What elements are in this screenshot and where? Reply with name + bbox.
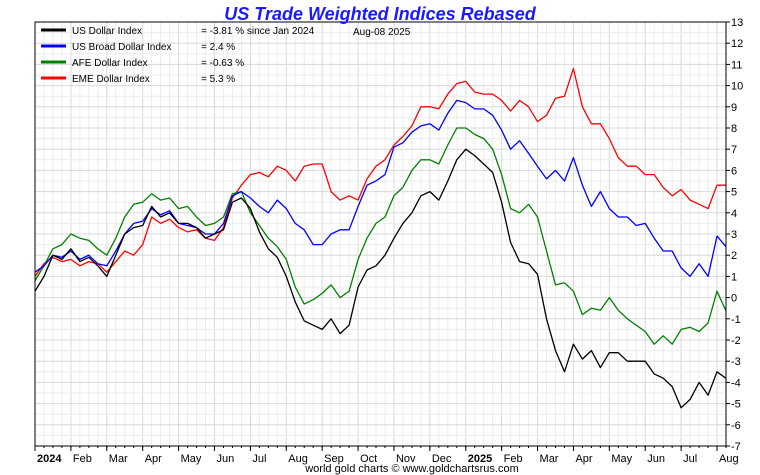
y-tick-label: 7 [731, 144, 737, 156]
y-tick-label: -2 [731, 335, 741, 347]
x-tick-label: May [181, 453, 202, 465]
y-tick-label: -7 [731, 441, 741, 453]
footer-credit: world gold charts © www.goldchartsrus.co… [304, 463, 519, 475]
y-tick-label: 4 [731, 208, 737, 220]
series-line [34, 67, 726, 277]
x-tick-label: Mar [540, 453, 559, 465]
x-tick-label: Jun [216, 453, 234, 465]
legend-value: = -3.81 % since Jan 2024 [201, 26, 315, 37]
x-tick-label: Oct [360, 453, 377, 465]
chart-title: US Trade Weighted Indices Rebased [224, 4, 536, 24]
x-tick-label: Dec [432, 453, 452, 465]
y-tick-label: 10 [731, 81, 743, 93]
x-tick-label: 2025 [468, 453, 492, 465]
y-tick-label: -4 [731, 377, 741, 389]
legend-value: = -0.63 % [201, 58, 244, 69]
x-tick-label: Sep [324, 453, 344, 465]
x-tick-label: Aug [288, 453, 308, 465]
legend-label: AFE Dollar Index [72, 58, 148, 69]
y-tick-label: 13 [731, 17, 743, 29]
y-tick-label: 12 [731, 38, 743, 50]
x-tick-label: 2024 [37, 453, 62, 465]
y-tick-label: -3 [731, 356, 741, 368]
x-tick-label: May [611, 453, 632, 465]
y-tick-label: 9 [731, 102, 737, 114]
y-tick-label: 1 [731, 271, 737, 283]
x-tick-label: Apr [145, 453, 162, 465]
y-tick-label: 3 [731, 229, 737, 241]
x-tick-label: Aug [719, 453, 739, 465]
series-line [34, 148, 727, 409]
legend-value: = 5.3 % [201, 74, 235, 85]
x-tick-label: Jun [647, 453, 665, 465]
x-tick-label: Mar [109, 453, 128, 465]
series-line [34, 127, 727, 345]
grid-lines [34, 21, 727, 447]
y-tick-label: 2 [731, 250, 737, 262]
x-tick-label: Feb [73, 453, 92, 465]
legend-label: US Dollar Index [72, 26, 142, 37]
x-axis-ticks: 2024 Feb Mar Apr May Jun Jul Aug Sep Oct Nov Dec 202… [34, 446, 739, 465]
y-tick-label: 6 [731, 165, 737, 177]
series-lines [34, 67, 727, 409]
y-tick-label: 0 [731, 293, 737, 305]
y-tick-label: 8 [731, 123, 737, 135]
legend: US Dollar Index = -3.81 % since Jan 2024 U… [41, 26, 315, 85]
legend-label: EME Dollar Index [72, 74, 150, 85]
y-tick-label: 5 [731, 187, 737, 199]
y-tick-label: -1 [731, 314, 741, 326]
x-tick-label: Apr [575, 453, 592, 465]
x-tick-label: Feb [504, 453, 523, 465]
x-tick-label: Jul [683, 453, 697, 465]
x-tick-label: Jul [252, 453, 266, 465]
legend-label: US Broad Dollar Index [72, 42, 172, 53]
y-tick-label: 11 [731, 59, 742, 71]
date-label: Aug-08 2025 [353, 27, 411, 38]
y-tick-label: -6 [731, 420, 741, 432]
y-tick-label: -5 [731, 399, 741, 411]
legend-value: = 2.4 % [201, 42, 235, 53]
x-tick-label: Nov [396, 453, 416, 465]
